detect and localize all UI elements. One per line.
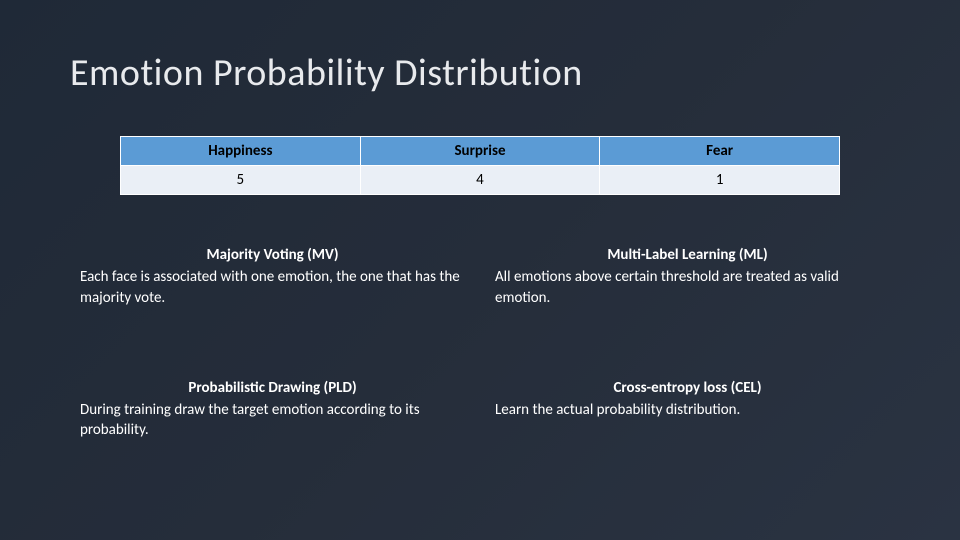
method-cel: Cross-entropy loss (CEL) Learn the actua… <box>495 378 880 441</box>
table-header-row: Happiness Surprise Fear <box>121 137 840 166</box>
method-ml: Multi-Label Learning (ML) All emotions a… <box>495 245 880 308</box>
method-pld-desc: During training draw the target emotion … <box>80 400 465 441</box>
method-cel-title: Cross-entropy loss (CEL) <box>495 378 880 398</box>
method-mv-desc: Each face is associated with one emotion… <box>80 267 465 308</box>
method-pld: Probabilistic Drawing (PLD) During train… <box>80 378 465 441</box>
emotion-table-wrap: Happiness Surprise Fear 5 4 1 <box>120 136 840 195</box>
col-header-happiness: Happiness <box>121 137 361 166</box>
method-mv-title: Majority Voting (MV) <box>80 245 465 265</box>
col-header-surprise: Surprise <box>360 137 600 166</box>
slide-container: Emotion Probability Distribution Happine… <box>0 0 960 540</box>
table-row: 5 4 1 <box>121 166 840 195</box>
method-pld-title: Probabilistic Drawing (PLD) <box>80 378 465 398</box>
methods-grid: Majority Voting (MV) Each face is associ… <box>70 245 890 441</box>
emotion-table: Happiness Surprise Fear 5 4 1 <box>120 136 840 195</box>
method-ml-desc: All emotions above certain threshold are… <box>495 267 880 308</box>
method-mv: Majority Voting (MV) Each face is associ… <box>80 245 465 308</box>
method-cel-desc: Learn the actual probability distributio… <box>495 400 880 420</box>
cell-happiness: 5 <box>121 166 361 195</box>
method-ml-title: Multi-Label Learning (ML) <box>495 245 880 265</box>
page-title: Emotion Probability Distribution <box>70 50 890 96</box>
col-header-fear: Fear <box>600 137 840 166</box>
cell-surprise: 4 <box>360 166 600 195</box>
cell-fear: 1 <box>600 166 840 195</box>
